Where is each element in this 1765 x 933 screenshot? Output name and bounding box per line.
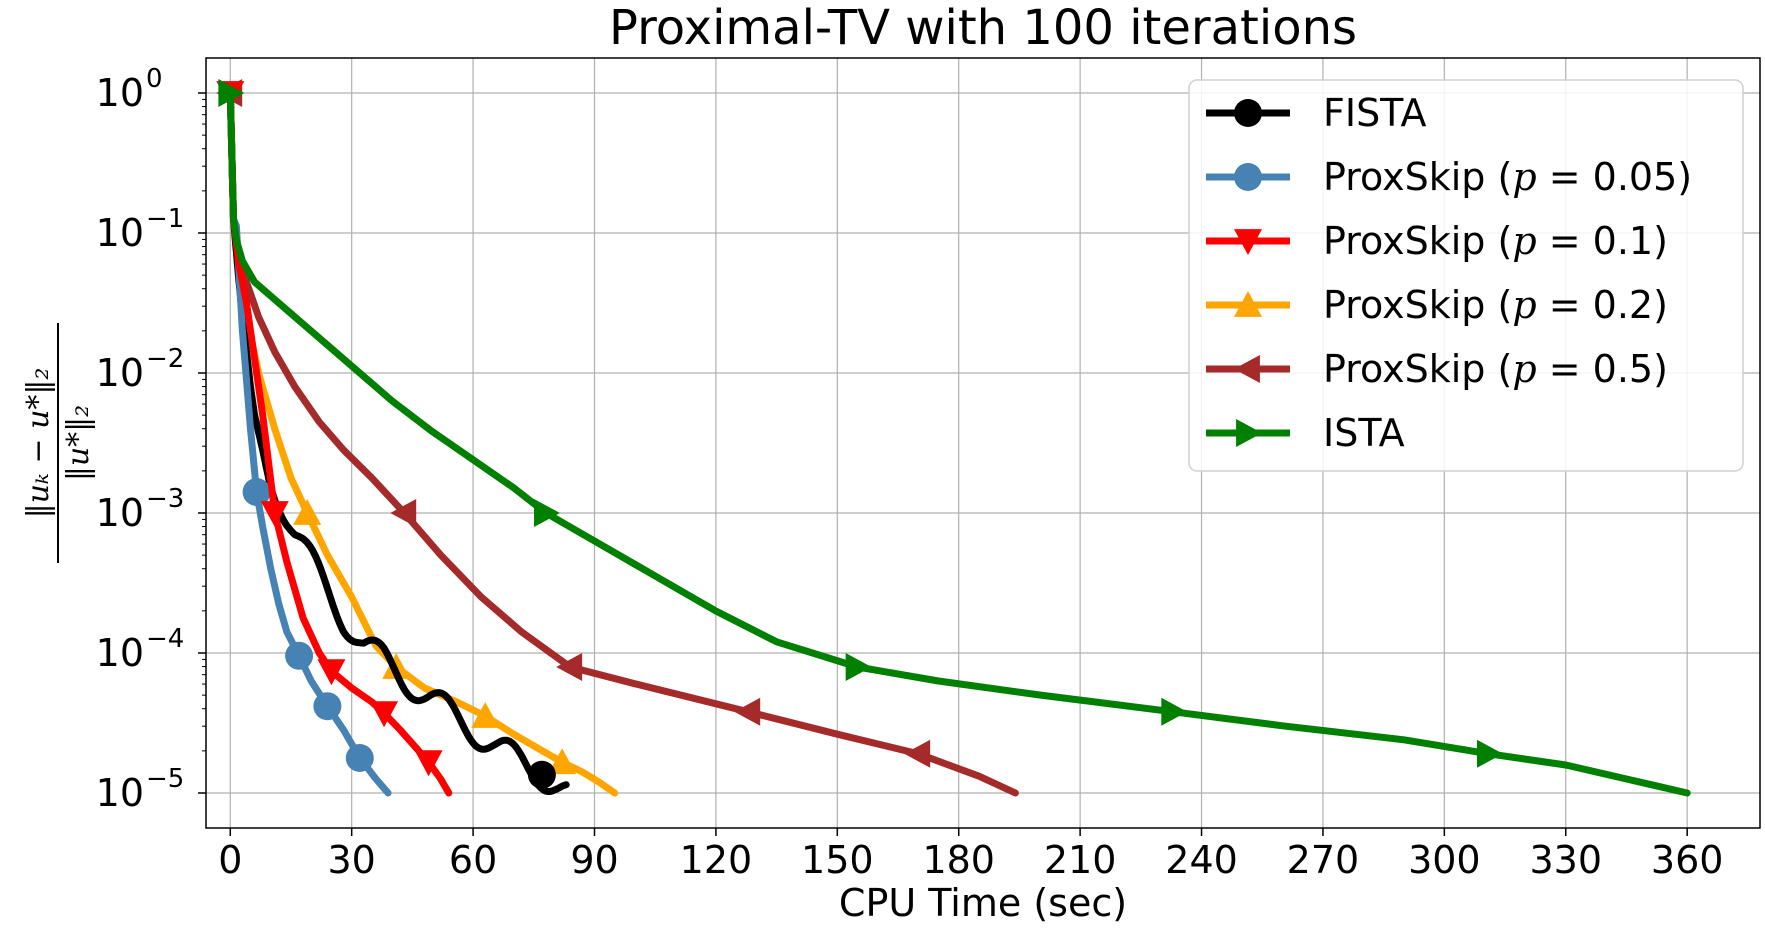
legend-label: ProxSkip (p = 0.5) [1323,347,1668,391]
legend-entry-ista: ISTA [1206,411,1405,455]
x-tick-label: 240 [1165,838,1238,882]
marker-proxskip-p-0-05 [345,744,374,772]
legend-marker [1234,99,1262,127]
y-tick-label: 10 [96,351,144,395]
y-axis-title-denominator: ‖u*‖₂ [61,405,96,481]
legend-marker [1236,419,1262,447]
plot-area-frame [205,57,1761,829]
x-tick-label: 360 [1651,838,1724,882]
marker-proxskip-p-0-05 [285,641,314,670]
x-tick-label: 0 [218,838,242,882]
legend-label: ProxSkip (p = 0.05) [1323,155,1692,199]
marker-proxskip-p-0-1 [260,501,289,527]
legend-label: ProxSkip (p = 0.1) [1323,219,1668,263]
y-tick-exponent: −1 [146,204,184,234]
x-axis-title: CPU Time (sec) [839,881,1127,925]
x-tick-label: 300 [1408,838,1481,882]
series-proxskip-p-0-2 [226,89,619,797]
x-tick-label: 120 [680,838,753,882]
y-tick-exponent: −4 [146,624,184,654]
y-tick-exponent: −5 [146,764,184,794]
legend-entry-fista: FISTA [1206,91,1426,135]
series-line-proxskip-p-0-05 [226,89,392,797]
legend-marker [1234,355,1260,383]
y-tick-exponent: 0 [146,64,163,94]
x-tick-label: 30 [328,838,376,882]
series-proxskip-p-0-1 [216,81,453,797]
y-tick-label: 10 [96,491,144,535]
marker-proxskip-p-0-5 [904,739,931,768]
x-tick-label: 150 [801,838,874,882]
x-axis-ticks: 0 30 60 90 120 150 180 210 240 270 300 330 360 [218,828,1723,882]
y-tick-label: 10 [96,211,144,255]
marker-ista [534,499,560,527]
marker-proxskip-p-0-1 [317,659,346,686]
legend-label: ISTA [1323,411,1405,455]
series-line-proxskip-p-0-1 [226,89,453,797]
marker-proxskip-p-0-2 [548,748,577,775]
x-tick-label: 60 [449,838,497,882]
legend-entry-proxskip-p-0-1: ProxSkip (p = 0.1) [1206,219,1668,263]
legend-marker [1234,163,1262,191]
x-tick-label: 330 [1529,838,1602,882]
marker-ista [845,653,872,681]
series-line-proxskip-p-0-2 [226,89,619,797]
y-axis-title: ‖uₖ − u*‖₂ ‖u*‖₂ [21,323,96,563]
marker-fista [527,760,556,789]
y-tick-label: 10 [96,71,144,115]
y-axis-title-numerator: ‖uₖ − u*‖₂ [21,368,56,519]
marker-proxskip-p-0-1 [370,701,399,728]
legend-label: FISTA [1323,91,1426,135]
marker-proxskip-p-0-5 [390,499,417,527]
legend-entry-proxskip-p-0-05: ProxSkip (p = 0.05) [1206,155,1692,199]
y-tick-label: 10 [96,771,144,815]
y-tick-label: 10 [96,631,144,675]
series-proxskip-p-0-05 [226,89,392,797]
legend: FISTA ProxSkip (p = 0.05) ProxSkip (p = 0.… [1188,79,1744,472]
marker-proxskip-p-0-1 [414,750,443,777]
series-proxskip-p-0-5 [216,79,1019,797]
legend-entry-proxskip-p-0-2: ProxSkip (p = 0.2) [1206,283,1668,327]
y-tick-exponent: −2 [146,344,184,374]
marker-ista [1161,697,1188,726]
marker-proxskip-p-0-5 [556,653,583,681]
chart-title: Proximal-TV with 100 iterations [609,0,1357,56]
marker-proxskip-p-0-2 [293,499,322,525]
marker-proxskip-p-0-5 [734,697,761,726]
marker-ista [1476,739,1503,768]
x-tick-label: 180 [922,838,995,882]
marker-proxskip-p-0-05 [313,692,342,721]
legend-marker [1234,291,1262,317]
x-tick-label: 90 [570,838,618,882]
series-ista [218,79,1691,797]
marker-proxskip-p-0-2 [471,702,500,728]
legend-label: ProxSkip (p = 0.2) [1323,283,1668,327]
legend-marker [1234,229,1262,255]
series-line-ista [226,89,1691,797]
legend-entry-proxskip-p-0-5: ProxSkip (p = 0.5) [1206,347,1668,391]
x-tick-label: 210 [1044,838,1117,882]
marker-ista [218,79,245,107]
legend-box [1188,79,1744,472]
marker-proxskip-p-0-05 [242,478,271,506]
y-tick-exponent: −3 [146,484,184,514]
x-tick-label: 270 [1287,838,1360,882]
series-layer [216,79,1691,797]
